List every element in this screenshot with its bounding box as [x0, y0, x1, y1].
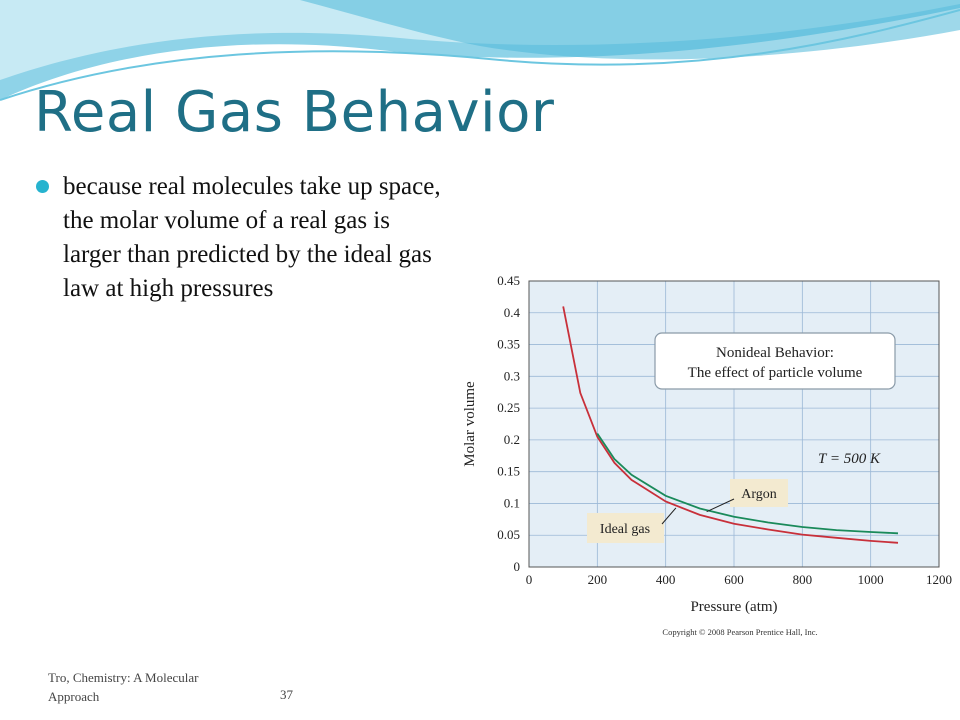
- argon-leader-line: [706, 498, 735, 513]
- argon-label: Argon: [741, 487, 777, 502]
- argon-label-box: [730, 479, 788, 507]
- ideal-gas-curve: [562, 306, 899, 544]
- temperature-label: T = 500 K: [818, 451, 881, 467]
- x-axis-label: Pressure (atm): [690, 599, 777, 615]
- x-tick-label: 1200: [926, 572, 952, 587]
- x-tick-label: 800: [793, 572, 813, 587]
- annotation-line: Nonideal Behavior:: [716, 345, 834, 361]
- x-tick-label: 0: [526, 572, 533, 587]
- x-tick-label: 600: [724, 572, 744, 587]
- ideal-gas-label: Ideal gas: [600, 522, 650, 537]
- y-tick-label: 0.15: [497, 464, 520, 479]
- y-tick-label: 0: [514, 559, 521, 574]
- ideal-gas-label-box: [587, 513, 664, 543]
- footer-source: Tro, Chemistry: A Molecular Approach: [48, 670, 199, 704]
- x-tick-label: 1000: [858, 572, 884, 587]
- y-tick-label: 0.25: [497, 400, 520, 415]
- x-tick-label: 200: [588, 572, 608, 587]
- y-tick-label: 0.1: [504, 495, 520, 510]
- y-tick-label: 0.3: [504, 368, 520, 383]
- argon-curve: [596, 432, 899, 535]
- y-tick-label: 0.35: [497, 337, 520, 352]
- annotation-line: The effect of particle volume: [688, 365, 863, 381]
- bullet-dot-icon: [36, 180, 49, 193]
- molar-volume-chart: 0 200 400 600 800 1000 1200 0 0.05 0.1 0.15 0.2 0.25…: [462, 273, 952, 637]
- y-tick-label: 0.45: [497, 273, 520, 288]
- x-tick-label: 400: [656, 572, 676, 587]
- header-wave-decoration: [0, 0, 960, 101]
- copyright-text: Copyright © 2008 Pearson Prentice Hall, …: [662, 627, 817, 637]
- page-number: 37: [280, 687, 293, 702]
- y-axis-label: Molar volume: [462, 381, 478, 467]
- ideal-gas-leader-line: [661, 507, 677, 525]
- slide-title: Real Gas Behavior: [34, 80, 555, 145]
- plot-frame: [528, 280, 940, 568]
- y-tick-label: 0.2: [504, 432, 520, 447]
- annotation-box: [654, 332, 896, 390]
- y-tick-label: 0.05: [497, 527, 520, 542]
- bullet-text: because real molecules take up space, th…: [63, 173, 441, 302]
- y-tick-label: 0.4: [504, 305, 521, 320]
- bullet-item: because real molecules take up space, th…: [36, 170, 446, 306]
